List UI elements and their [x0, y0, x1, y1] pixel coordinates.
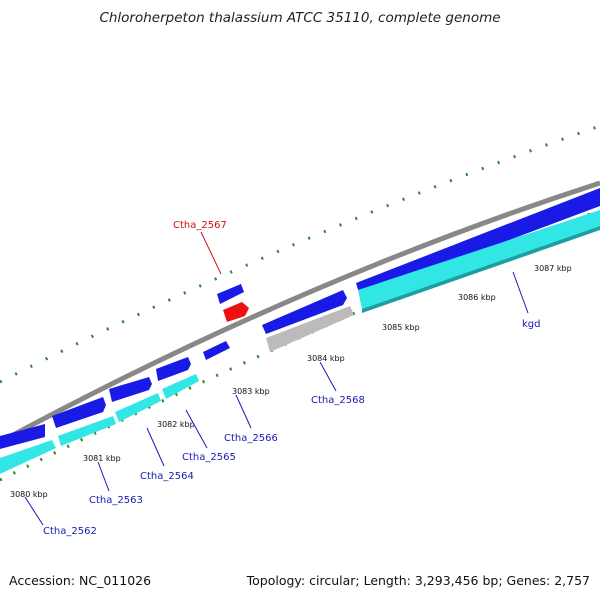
leader-ctha-2565 — [185, 409, 208, 449]
reverse-track-seg-2 — [58, 416, 116, 446]
scale-label-3080: 3080 kbp — [10, 490, 48, 499]
gene-ctha-2568-grey[interactable] — [266, 306, 354, 352]
reverse-track-seg-4 — [162, 374, 199, 399]
scale-label-3085: 3085 kbp — [382, 323, 420, 332]
gene-ctha-2563-forward[interactable] — [52, 397, 106, 428]
gene-ctha-2567-highlight[interactable] — [223, 302, 249, 322]
gene-label-ctha-2567[interactable]: Ctha_2567 — [173, 220, 227, 231]
gene-label-ctha-2562[interactable]: Ctha_2562 — [43, 526, 97, 537]
gene-ctha-2568-forward[interactable] — [262, 290, 347, 334]
genome-backbone — [0, 180, 600, 445]
gene-label-kgd[interactable]: kgd — [522, 319, 541, 330]
reverse-track-right — [358, 210, 600, 309]
gene-label-ctha-2563[interactable]: Ctha_2563 — [89, 495, 143, 506]
leader-ctha-2562 — [24, 496, 44, 526]
forward-cds-track — [0, 424, 45, 449]
reverse-track-left — [0, 440, 56, 474]
reverse-track-seg-3 — [115, 393, 161, 422]
scale-label-3086: 3086 kbp — [458, 293, 496, 302]
accession-text: Accession: NC_011026 — [9, 573, 152, 588]
forward-cds-track-right — [356, 188, 600, 296]
outer-tick-ring — [0, 124, 600, 384]
leader-ctha-2566 — [235, 394, 252, 429]
gene-label-ctha-2568[interactable]: Ctha_2568 — [311, 395, 365, 406]
gene-ctha-2564-forward[interactable] — [109, 377, 152, 402]
gene-ctha-2565-forward[interactable] — [156, 357, 191, 381]
scale-label-3081: 3081 kbp — [83, 454, 121, 463]
map-title: Chloroherpeton thalassium ATCC 35110, co… — [99, 10, 501, 26]
gene-label-ctha-2564[interactable]: Ctha_2564 — [140, 471, 194, 482]
reverse-track-shadow — [362, 226, 600, 313]
scale-label-3087: 3087 kbp — [534, 264, 572, 273]
genome-summary-text: Topology: circular; Length: 3,293,456 bp… — [246, 573, 590, 588]
scale-label-3082: 3082 kbp — [157, 420, 195, 429]
leader-ctha-2567 — [200, 231, 222, 275]
gene-ctha-2566-forward[interactable] — [203, 341, 230, 360]
gene-label-ctha-2565[interactable]: Ctha_2565 — [182, 452, 236, 463]
leader-ctha-2563 — [97, 461, 110, 492]
leader-ctha-2568 — [319, 361, 337, 392]
leader-kgd — [512, 271, 529, 314]
gene-label-ctha-2566[interactable]: Ctha_2566 — [224, 433, 278, 444]
leader-ctha-2564 — [146, 427, 165, 467]
scale-label-3083: 3083 kbp — [232, 387, 270, 396]
scale-label-3084: 3084 kbp — [307, 354, 345, 363]
gene-ctha-2567-upper[interactable] — [217, 284, 244, 304]
